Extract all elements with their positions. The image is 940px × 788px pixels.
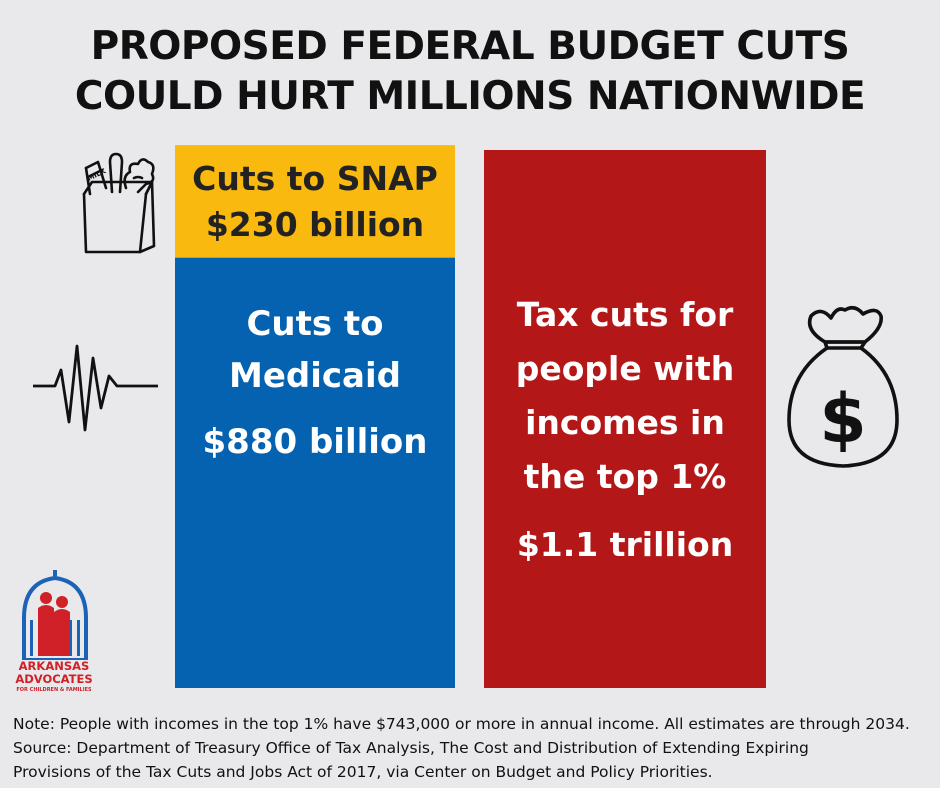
tax-bar xyxy=(484,150,766,688)
tax-label-line-2: people with xyxy=(515,349,735,388)
grocery-bag-icon: MILK xyxy=(82,152,156,254)
title-line-2: COULD HURT MILLIONS NATIONWIDE xyxy=(74,74,866,119)
medicaid-bar-label: Cuts to Medicaid $880 billion xyxy=(175,298,455,468)
logo-line-3: FOR CHILDREN & FAMILIES xyxy=(16,687,92,693)
note-line-1: Note: People with incomes in the top 1% … xyxy=(13,715,910,733)
tax-label-line-1: Tax cuts for xyxy=(516,295,734,334)
logo-line-2: ADVOCATES xyxy=(15,672,93,686)
chart-title: PROPOSED FEDERAL BUDGET CUTS COULD HURT … xyxy=(0,22,940,122)
logo-line-1: ARKANSAS xyxy=(18,659,90,673)
medicaid-bar xyxy=(175,257,455,688)
medicaid-label-line-1: Cuts to xyxy=(246,304,384,344)
source-line-2: Provisions of the Tax Cuts and Jobs Act … xyxy=(13,763,713,781)
source-line-1: Source: Department of Treasury Office of… xyxy=(13,739,809,757)
tax-label-line-3: incomes in xyxy=(525,403,725,442)
snap-bar xyxy=(175,145,455,258)
tax-amount-label: $1.1 trillion xyxy=(516,525,734,564)
snap-label-text: Cuts to SNAP xyxy=(192,159,438,198)
medicaid-amount-label: $880 billion xyxy=(202,422,428,462)
tax-label-line-4: the top 1% xyxy=(523,457,727,496)
arkansas-advocates-logo xyxy=(22,570,88,660)
heartbeat-icon xyxy=(33,344,158,432)
svg-text:$: $ xyxy=(819,380,866,459)
money-bag-icon: $ xyxy=(787,305,899,468)
medicaid-label-line-2: Medicaid xyxy=(229,356,401,396)
title-line-1: PROPOSED FEDERAL BUDGET CUTS xyxy=(90,24,850,69)
tax-bar-label: Tax cuts for people with incomes in the … xyxy=(484,288,766,572)
footnote: Note: People with incomes in the top 1% … xyxy=(13,712,933,784)
snap-bar-label: Cuts to SNAP $230 billion xyxy=(175,150,455,254)
snap-amount-label: $230 billion xyxy=(205,205,425,244)
